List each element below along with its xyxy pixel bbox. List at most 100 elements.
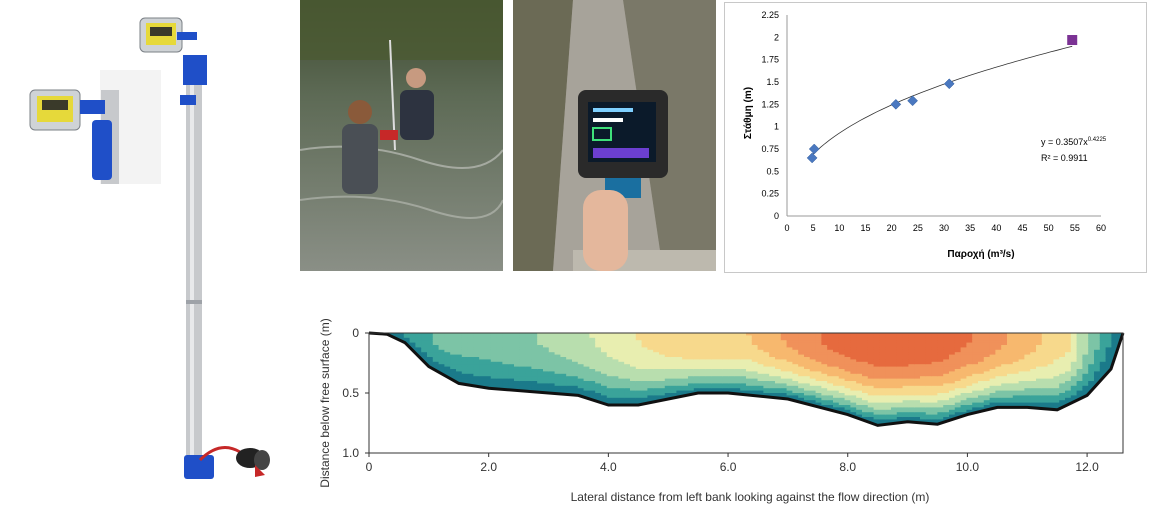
velocity-contour-cell: [804, 424, 811, 426]
velocity-contour-cell: [734, 342, 741, 346]
velocity-contour-cell: [728, 407, 735, 411]
velocity-contour-cell: [751, 414, 759, 418]
velocity-contour-cell: [1082, 378, 1089, 382]
velocity-contour-cell: [682, 383, 689, 387]
velocity-contour-cell: [450, 366, 457, 370]
velocity-contour-cell: [496, 373, 503, 377]
velocity-contour-cell: [374, 409, 382, 413]
velocity-contour-cell: [740, 333, 747, 336]
velocity-contour-cell: [403, 390, 411, 394]
velocity-contour-cell: [989, 402, 996, 406]
velocity-contour-cell: [467, 335, 474, 339]
velocity-contour-cell: [473, 424, 480, 426]
rating-ylabel: Στάθμη (m): [743, 87, 754, 139]
velocity-contour-cell: [688, 390, 695, 394]
velocity-contour-cell: [1076, 359, 1083, 363]
velocity-contour-cell: [583, 383, 590, 387]
velocity-contour-cell: [630, 390, 637, 394]
velocity-contour-cell: [682, 407, 689, 411]
velocity-contour-cell: [386, 347, 393, 351]
velocity-contour-cell: [682, 369, 689, 372]
velocity-contour-cell: [821, 349, 828, 353]
velocity-contour-cell: [653, 421, 660, 425]
velocity-contour-cell: [804, 357, 811, 360]
velocity-contour-cell: [989, 378, 996, 382]
velocity-contour-cell: [925, 409, 933, 413]
velocity-contour-cell: [548, 366, 556, 370]
velocity-contour-cell: [508, 349, 515, 353]
velocity-contour-cell: [630, 395, 637, 399]
velocity-contour-cell: [746, 402, 753, 406]
velocity-contour-cell: [844, 424, 851, 426]
velocity-contour-cell: [421, 342, 428, 346]
velocity-contour-cell: [496, 419, 503, 423]
velocity-contour-cell: [798, 371, 805, 375]
velocity-contour-cell: [577, 345, 585, 348]
velocity-contour-cell: [693, 357, 701, 360]
velocity-contour-cell: [432, 364, 440, 368]
velocity-contour-cell: [902, 366, 909, 370]
rating-curve-plot: 0 5 10 15 20 25 30 35 40 45 50 55 6000.250.50.7511.2…: [743, 10, 1107, 260]
velocity-contour-cell: [479, 393, 486, 396]
velocity-contour-cell: [972, 427, 978, 430]
velocity-contour-cell: [873, 335, 880, 339]
velocity-contour-cell: [1024, 349, 1031, 353]
velocity-contour-cell: [641, 395, 648, 399]
velocity-contour-cell: [809, 424, 817, 426]
velocity-contour-cell: [595, 333, 602, 336]
velocity-contour-cell: [920, 395, 927, 399]
velocity-contour-cell: [427, 376, 434, 380]
velocity-contour-cell: [502, 407, 509, 411]
velocity-contour-cell: [409, 359, 416, 363]
velocity-contour-cell: [775, 349, 782, 353]
velocity-contour-cell: [751, 333, 759, 336]
velocity-contour-cell: [560, 337, 567, 341]
velocity-contour-cell: [1082, 371, 1089, 375]
velocity-contour-cell: [676, 378, 683, 382]
velocity-contour-cell: [624, 376, 631, 380]
velocity-contour-cell: [641, 407, 648, 411]
velocity-contour-cell: [769, 376, 776, 380]
velocity-contour-cell: [606, 381, 614, 384]
velocity-contour-cell: [896, 407, 904, 411]
velocity-contour-cell: [1030, 419, 1037, 423]
velocity-contour-cell: [589, 378, 596, 382]
velocity-contour-cell: [931, 383, 938, 387]
velocity-contour-cell: [780, 383, 788, 387]
velocity-contour-cell: [914, 352, 921, 356]
velocity-contour-cell: [705, 405, 712, 408]
velocity-contour-cell: [427, 390, 434, 394]
velocity-contour-cell: [502, 427, 508, 430]
velocity-contour-cell: [456, 333, 463, 336]
velocity-contour-cell: [856, 402, 863, 406]
velocity-contour-cell: [1001, 421, 1008, 425]
velocity-contour-cell: [769, 369, 776, 372]
velocity-contour-cell: [763, 385, 770, 389]
velocity-contour-cell: [595, 385, 602, 389]
velocity-contour-cell: [763, 373, 770, 377]
velocity-contour-cell: [653, 359, 660, 363]
velocity-contour-cell: [1001, 378, 1008, 382]
velocity-contour-cell: [461, 414, 469, 418]
velocity-contour-cell: [1076, 349, 1083, 353]
velocity-contour-cell: [1065, 388, 1072, 392]
velocity-contour-cell: [780, 407, 788, 411]
velocity-contour-cell: [450, 409, 457, 413]
velocity-contour-cell: [1047, 405, 1054, 408]
velocity-contour-cell: [374, 371, 382, 375]
velocity-contour-cell: [1070, 359, 1078, 363]
velocity-contour-cell: [856, 424, 863, 426]
velocity-contour-cell: [954, 400, 962, 404]
velocity-contour-cell: [606, 421, 614, 425]
velocity-contour-cell: [1047, 364, 1054, 368]
velocity-contour-cell: [844, 359, 851, 363]
velocity-contour-cell: [1082, 357, 1089, 360]
velocity-contour-cell: [572, 381, 579, 384]
velocity-contour-cell: [664, 405, 672, 408]
velocity-contour-cell: [780, 345, 788, 348]
velocity-contour-cell: [972, 405, 979, 408]
velocity-contour-cell: [531, 385, 538, 389]
velocity-contour-cell: [867, 400, 875, 404]
velocity-contour-cell: [595, 357, 602, 360]
velocity-contour-cell: [566, 412, 573, 416]
